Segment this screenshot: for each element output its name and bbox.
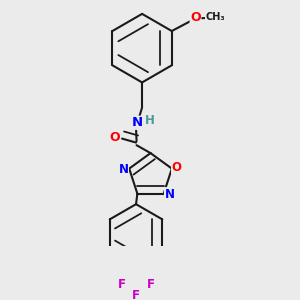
Text: N: N (132, 116, 143, 129)
Text: O: O (110, 131, 120, 144)
Text: F: F (132, 289, 140, 300)
Text: CH₃: CH₃ (206, 12, 225, 22)
Text: N: N (164, 188, 175, 201)
Text: F: F (146, 278, 154, 291)
Text: O: O (190, 11, 201, 24)
Text: F: F (118, 278, 125, 291)
Text: N: N (118, 163, 128, 176)
Text: H: H (145, 114, 155, 127)
Text: O: O (172, 161, 182, 174)
